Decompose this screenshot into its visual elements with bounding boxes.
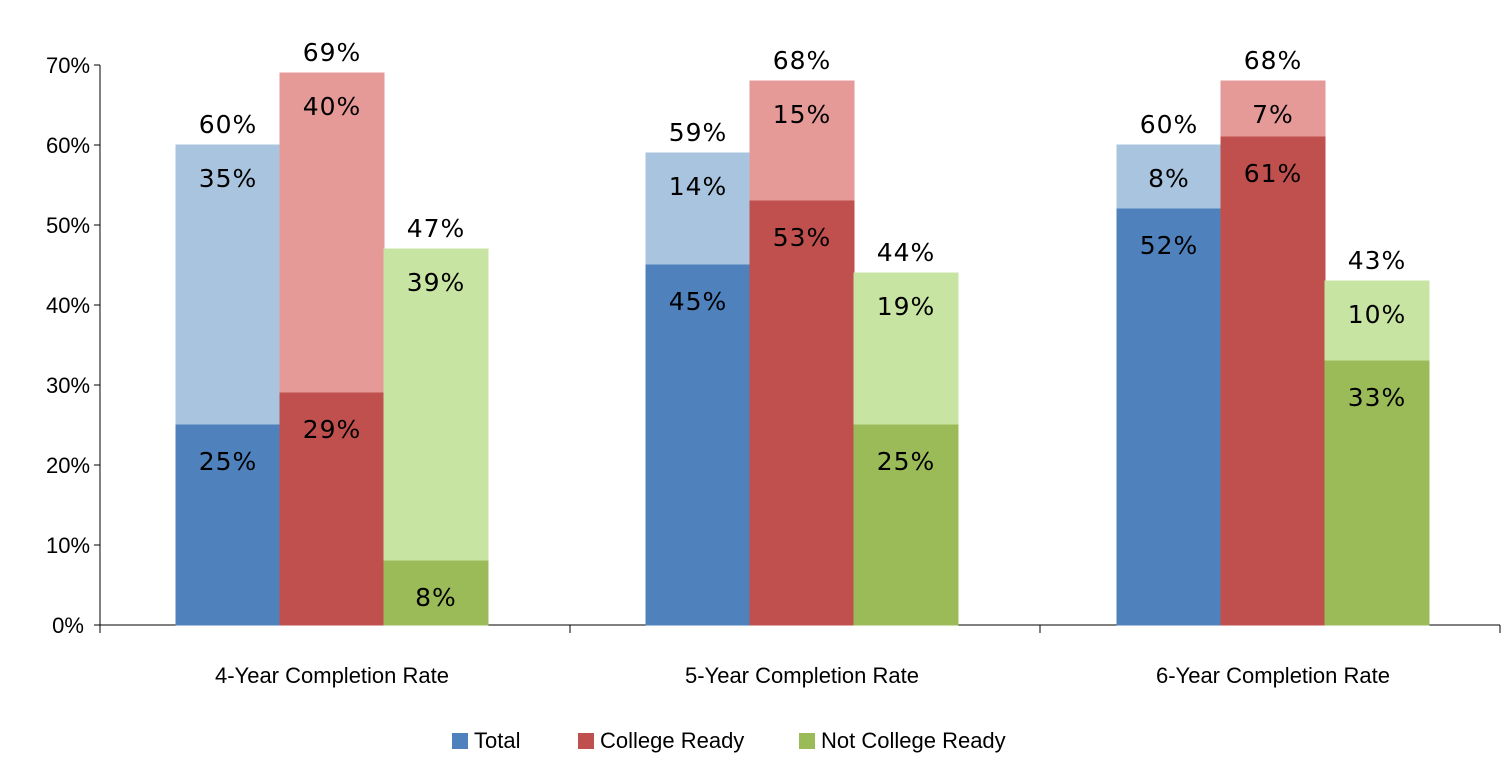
y-tick-label: 0% xyxy=(52,613,84,638)
bar-base-segment xyxy=(383,560,489,626)
data-label-base: 8% xyxy=(415,583,457,612)
bar-base-segment xyxy=(1116,208,1222,626)
bar-base-segment xyxy=(1220,136,1326,626)
data-label-base: 25% xyxy=(877,447,936,476)
y-tick-label: 20% xyxy=(46,453,90,478)
data-label-added: 14% xyxy=(669,172,728,201)
data-label-added: 8% xyxy=(1148,164,1190,193)
x-category-label: 5-Year Completion Rate xyxy=(685,663,919,688)
data-label-total: 60% xyxy=(1140,110,1199,139)
data-label-base: 33% xyxy=(1348,383,1407,412)
bar-added-segment xyxy=(749,80,855,202)
legend-swatch xyxy=(799,733,815,749)
y-tick-label: 60% xyxy=(46,133,90,158)
bar-added-segment xyxy=(279,72,385,394)
data-label-added: 15% xyxy=(773,100,832,129)
legend-swatch xyxy=(452,733,468,749)
data-label-base: 45% xyxy=(669,287,728,316)
data-label-total: 69% xyxy=(303,38,362,67)
data-label-base: 29% xyxy=(303,415,362,444)
data-label-total: 47% xyxy=(407,214,466,243)
data-label-added: 7% xyxy=(1252,100,1294,129)
y-tick-label: 30% xyxy=(46,373,90,398)
bar-base-segment xyxy=(853,424,959,626)
data-label-added: 39% xyxy=(407,268,466,297)
y-tick-label: 70% xyxy=(46,53,90,78)
bar-base-segment xyxy=(645,264,751,626)
bar-added-segment xyxy=(1220,80,1326,138)
data-label-base: 25% xyxy=(199,447,258,476)
legend-label: Not College Ready xyxy=(821,728,1006,753)
y-tick-label: 40% xyxy=(46,293,90,318)
data-label-added: 35% xyxy=(199,164,258,193)
legend-swatch xyxy=(578,733,594,749)
legend-label: Total xyxy=(474,728,520,753)
bar-added-segment xyxy=(1116,144,1222,210)
data-label-total: 68% xyxy=(1244,46,1303,75)
y-tick-label: 50% xyxy=(46,213,90,238)
bar-added-segment xyxy=(1324,280,1430,362)
data-label-total: 44% xyxy=(877,238,936,267)
data-label-total: 59% xyxy=(669,118,728,147)
x-category-label: 6-Year Completion Rate xyxy=(1156,663,1390,688)
data-label-base: 53% xyxy=(773,223,832,252)
bar-added-segment xyxy=(645,152,751,266)
data-label-added: 10% xyxy=(1348,300,1407,329)
legend-label: College Ready xyxy=(600,728,744,753)
x-category-label: 4-Year Completion Rate xyxy=(215,663,449,688)
bar-added-segment xyxy=(853,272,959,426)
data-label-total: 43% xyxy=(1348,246,1407,275)
bar-base-segment xyxy=(749,200,855,626)
data-label-added: 40% xyxy=(303,92,362,121)
data-label-total: 60% xyxy=(199,110,258,139)
data-label-base: 61% xyxy=(1244,159,1303,188)
bar-base-segment xyxy=(1324,360,1430,626)
y-tick-label: 10% xyxy=(46,533,90,558)
data-label-base: 52% xyxy=(1140,231,1199,260)
bar-added-segment xyxy=(383,248,489,562)
data-label-added: 19% xyxy=(877,292,936,321)
data-label-total: 68% xyxy=(773,46,832,75)
